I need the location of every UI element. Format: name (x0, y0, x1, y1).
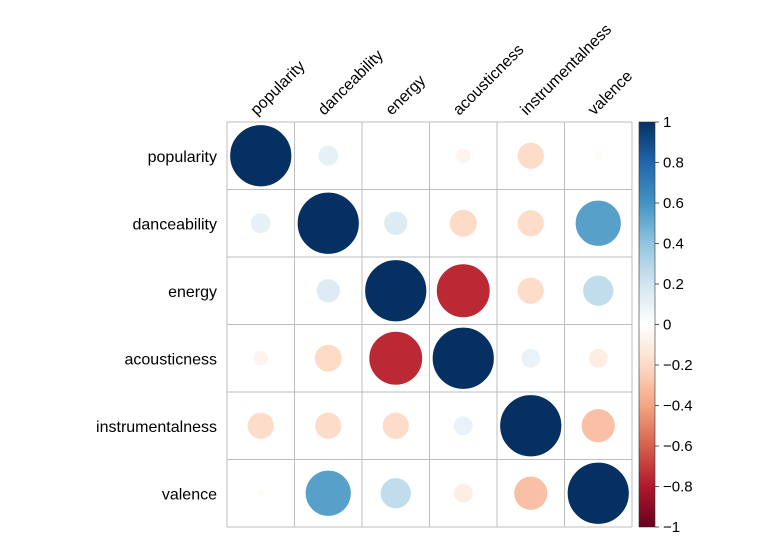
corr-circle-instrumentalness-valence (580, 408, 616, 444)
colorbar-tick-label: 0.8 (663, 155, 684, 172)
colorbar-tick-label: 1 (663, 114, 671, 131)
corr-circle-danceability-energy (383, 210, 409, 236)
corr-circle-valence-danceability (304, 469, 352, 517)
colorbar-tick-label: −1 (663, 519, 680, 536)
colorbar-tick-label: −0.8 (663, 479, 693, 496)
corr-circle-danceability-valence (574, 199, 622, 247)
colorbar-tick-label: −0.2 (663, 357, 693, 374)
corr-circle-instrumentalness-acousticness (453, 415, 474, 436)
col-label-valence: valence (585, 68, 636, 119)
row-label-danceability: danceability (133, 216, 218, 233)
corr-circle-energy-valence (582, 274, 615, 307)
corr-circle-danceability-instrumentalness (516, 209, 545, 238)
row-label-instrumentalness: instrumentalness (96, 419, 217, 436)
colorbar-tick-label: 0 (663, 317, 671, 334)
corr-circle-acousticness-valence (588, 348, 609, 369)
corr-circle-acousticness-energy (368, 330, 423, 386)
row-label-energy: energy (168, 284, 217, 301)
corr-circle-valence-popularity (255, 488, 266, 499)
corr-circle-energy-acousticness (435, 263, 491, 318)
row-labels: popularity danceability energy acousticness… (96, 149, 217, 504)
corr-circle-energy-instrumentalness (516, 276, 545, 305)
corr-circle-instrumentalness-energy (381, 411, 410, 440)
corr-circle-instrumentalness-popularity (246, 411, 275, 440)
circles (229, 124, 630, 525)
colorbar-tick-label: 0.6 (663, 195, 684, 212)
colorbar-tick-label: 0.4 (663, 236, 684, 253)
corr-circle-acousticness-acousticness (431, 326, 495, 390)
corr-circle-valence-energy (379, 477, 412, 510)
corr-circle-danceability-acousticness (448, 208, 478, 238)
colorbar-tick-label: −0.4 (663, 398, 693, 415)
colorbar-tick-label: −0.6 (663, 438, 693, 455)
corr-circle-energy-energy (364, 259, 428, 323)
col-label-popularity: popularity (248, 58, 309, 119)
corr-circle-instrumentalness-instrumentalness (499, 394, 563, 458)
corr-circle-popularity-valence (593, 150, 604, 161)
row-label-valence: valence (162, 486, 217, 503)
row-label-acousticness: acousticness (125, 351, 218, 368)
colorbar-tick-label: 0.2 (663, 276, 684, 293)
corr-circle-acousticness-popularity (252, 350, 269, 367)
corr-circle-energy-danceability (315, 278, 341, 304)
colorbar-ticks: 1 0.8 0.6 0.4 0.2 0 −0.2 −0.4 −0.6 −0.8 −1 (655, 114, 693, 536)
corr-circle-instrumentalness-danceability (314, 411, 343, 440)
col-label-energy: energy (383, 72, 430, 119)
row-label-popularity: popularity (148, 149, 217, 166)
corr-circle-acousticness-instrumentalness (520, 348, 541, 369)
corr-circle-popularity-acousticness (455, 147, 472, 164)
corr-circle-valence-acousticness (453, 483, 474, 504)
corr-circle-popularity-instrumentalness (516, 141, 545, 170)
colorbar (638, 121, 656, 528)
corr-circle-danceability-popularity (250, 212, 272, 234)
colorbar-gradient (638, 121, 656, 528)
corr-circle-acousticness-danceability (313, 343, 343, 373)
corr-circle-danceability-danceability (296, 191, 360, 255)
corr-circle-valence-instrumentalness (513, 475, 549, 511)
corr-circle-valence-valence (566, 461, 630, 525)
corr-circle-popularity-danceability (317, 145, 339, 167)
col-label-acousticness: acousticness (450, 41, 527, 118)
corr-circle-popularity-popularity (229, 124, 293, 188)
col-label-danceability: danceability (315, 47, 387, 119)
grid (226, 121, 633, 528)
